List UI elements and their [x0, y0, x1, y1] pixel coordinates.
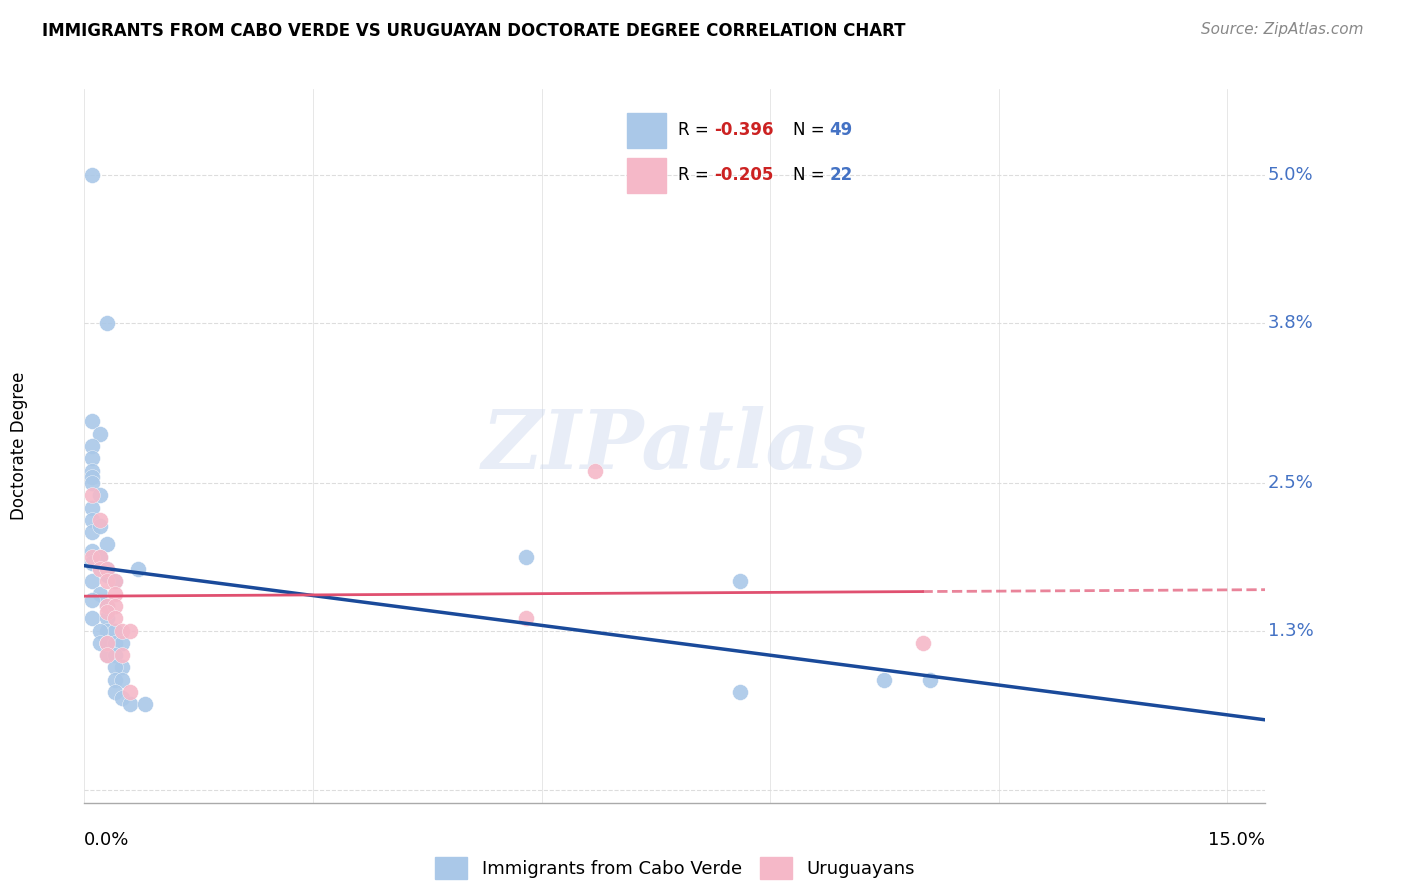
- Point: [80, 549, 103, 564]
- Point: [89, 562, 111, 576]
- Text: 0.0%: 0.0%: [84, 831, 129, 849]
- Point: [583, 464, 606, 478]
- Point: [80, 469, 103, 483]
- Point: [127, 562, 149, 576]
- Text: -0.205: -0.205: [714, 167, 773, 185]
- Point: [111, 660, 134, 674]
- Point: [96, 568, 118, 582]
- Point: [111, 673, 134, 687]
- Point: [80, 414, 103, 428]
- Point: [89, 488, 111, 502]
- Point: [80, 451, 103, 466]
- Text: 5.0%: 5.0%: [1268, 166, 1313, 185]
- Point: [104, 624, 127, 638]
- Point: [89, 549, 111, 564]
- Point: [104, 599, 127, 613]
- Point: [120, 685, 142, 699]
- Point: [104, 574, 127, 589]
- Point: [80, 439, 103, 453]
- Bar: [627, 112, 666, 148]
- Point: [104, 660, 127, 674]
- Text: N =: N =: [793, 121, 830, 139]
- Legend: Immigrants from Cabo Verde, Uruguayans: Immigrants from Cabo Verde, Uruguayans: [427, 850, 922, 887]
- Point: [728, 574, 751, 589]
- Text: 49: 49: [830, 121, 853, 139]
- Point: [80, 556, 103, 570]
- Point: [111, 636, 134, 650]
- Point: [80, 464, 103, 478]
- Point: [104, 611, 127, 625]
- Point: [104, 685, 127, 699]
- Point: [89, 426, 111, 441]
- Point: [80, 611, 103, 625]
- Point: [911, 636, 934, 650]
- Text: 22: 22: [830, 167, 853, 185]
- Point: [89, 587, 111, 601]
- Point: [111, 691, 134, 706]
- Point: [96, 636, 118, 650]
- Text: Source: ZipAtlas.com: Source: ZipAtlas.com: [1201, 22, 1364, 37]
- Point: [80, 543, 103, 558]
- Point: [96, 599, 118, 613]
- Point: [111, 648, 134, 662]
- Point: [96, 574, 118, 589]
- Text: Doctorate Degree: Doctorate Degree: [10, 372, 28, 520]
- Text: 15.0%: 15.0%: [1208, 831, 1265, 849]
- Point: [80, 488, 103, 502]
- Point: [515, 549, 537, 564]
- Point: [96, 562, 118, 576]
- Text: R =: R =: [678, 121, 714, 139]
- Point: [89, 519, 111, 533]
- Point: [120, 698, 142, 712]
- Point: [96, 537, 118, 551]
- Point: [515, 611, 537, 625]
- Text: R =: R =: [678, 167, 714, 185]
- Point: [104, 648, 127, 662]
- Point: [96, 648, 118, 662]
- Text: 1.3%: 1.3%: [1268, 622, 1313, 640]
- Point: [104, 587, 127, 601]
- Text: -0.396: -0.396: [714, 121, 773, 139]
- Point: [104, 636, 127, 650]
- Point: [80, 500, 103, 515]
- Point: [96, 562, 118, 576]
- Text: N =: N =: [793, 167, 830, 185]
- Point: [134, 698, 156, 712]
- Point: [96, 316, 118, 330]
- Point: [920, 673, 942, 687]
- Text: 3.8%: 3.8%: [1268, 314, 1313, 332]
- Point: [111, 624, 134, 638]
- Point: [96, 624, 118, 638]
- Text: IMMIGRANTS FROM CABO VERDE VS URUGUAYAN DOCTORATE DEGREE CORRELATION CHART: IMMIGRANTS FROM CABO VERDE VS URUGUAYAN …: [42, 22, 905, 40]
- Point: [728, 685, 751, 699]
- Point: [96, 605, 118, 619]
- Bar: [627, 158, 666, 193]
- Point: [873, 673, 896, 687]
- Point: [89, 562, 111, 576]
- Text: ZIPatlas: ZIPatlas: [482, 406, 868, 486]
- Point: [89, 636, 111, 650]
- Point: [80, 525, 103, 540]
- Point: [96, 636, 118, 650]
- Point: [104, 574, 127, 589]
- Point: [80, 513, 103, 527]
- Point: [89, 624, 111, 638]
- Point: [104, 673, 127, 687]
- Point: [96, 648, 118, 662]
- Point: [96, 611, 118, 625]
- Point: [96, 599, 118, 613]
- Point: [80, 592, 103, 607]
- Point: [80, 169, 103, 183]
- Point: [89, 549, 111, 564]
- Point: [120, 624, 142, 638]
- Point: [80, 475, 103, 490]
- Point: [80, 574, 103, 589]
- Text: 2.5%: 2.5%: [1268, 474, 1313, 491]
- Point: [89, 513, 111, 527]
